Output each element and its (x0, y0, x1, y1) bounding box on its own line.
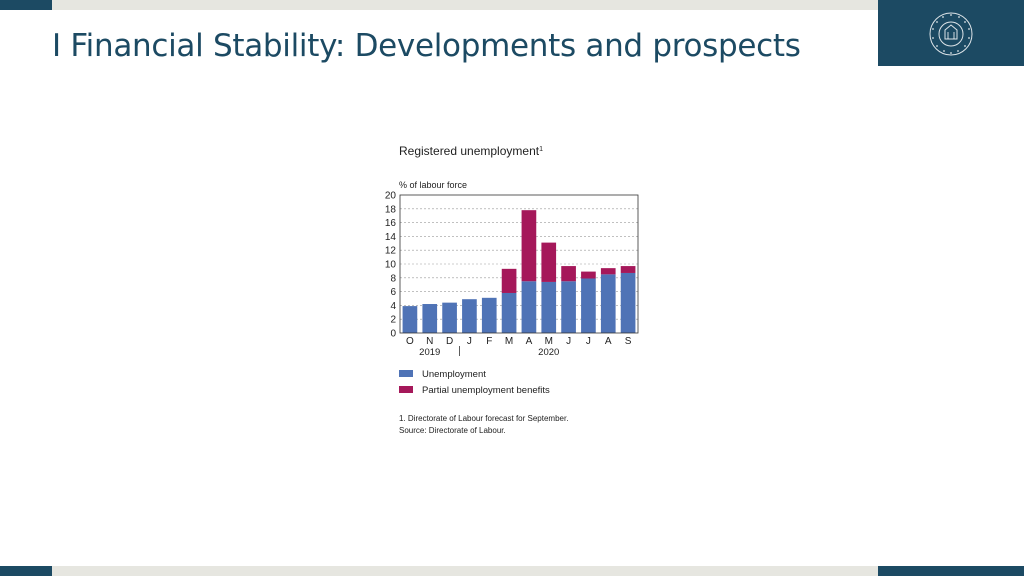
x-tick-label: J (586, 336, 591, 347)
bar-partial-benefits (541, 242, 557, 282)
bar-partial-benefits (620, 266, 636, 273)
bar-unemployment (521, 281, 537, 333)
y-tick-label: 16 (385, 218, 397, 229)
y-tick-label: 0 (390, 329, 396, 340)
bottom-strip (0, 566, 1024, 576)
bar-unemployment (501, 292, 517, 333)
x-tick-label: O (406, 336, 414, 347)
y-tick-label: 2 (390, 315, 396, 326)
logo-box (878, 0, 1024, 66)
x-tick-label: M (545, 336, 553, 347)
bar-partial-benefits (521, 210, 537, 282)
year-labels: 2019 2020 (419, 346, 559, 358)
y-tick-label: 10 (385, 260, 397, 271)
x-tick-label: F (486, 336, 492, 347)
bar-unemployment (600, 274, 616, 333)
bar-unemployment (442, 302, 457, 333)
top-strip (0, 0, 1024, 10)
x-tick-label: J (467, 336, 472, 347)
bottom-accent-left (0, 566, 52, 576)
bar-unemployment (541, 281, 557, 333)
seal-logo-icon (929, 12, 973, 56)
bottom-accent-right (878, 566, 1024, 576)
footnote: Source: Directorate of Labour. (399, 426, 506, 435)
x-tick-label: A (526, 336, 533, 347)
top-accent-left (0, 0, 52, 10)
legend: Unemployment Partial unemployment benefit… (399, 369, 550, 396)
x-tick-label: J (566, 336, 571, 347)
bar-unemployment (462, 299, 477, 333)
x-tick-label: D (446, 336, 453, 347)
x-tick-label: S (625, 336, 632, 347)
legend-label: Partial unemployment benefits (422, 385, 550, 396)
chart-title-footnote-mark: 1 (539, 146, 543, 153)
plot-frame (399, 194, 639, 334)
unemployment-chart: Registered unemployment1 % of labour for… (385, 144, 639, 435)
y-tick-labels: 0 2 4 6 8 10 12 14 16 18 20 (385, 191, 397, 340)
y-tick-label: 12 (385, 246, 397, 257)
y-tick-label: 4 (390, 301, 396, 312)
y-tick-label: 8 (390, 273, 396, 284)
bar-unemployment (481, 297, 497, 333)
slide-title: I Financial Stability: Developments and … (52, 28, 801, 64)
y-axis-label: % of labour force (399, 180, 467, 190)
x-tick-label: A (605, 336, 612, 347)
bar-unemployment (561, 281, 576, 333)
legend-swatch (399, 370, 413, 377)
footnote: 1. Directorate of Labour forecast for Se… (399, 414, 568, 423)
legend-label: Unemployment (422, 369, 486, 380)
bar-unemployment (402, 306, 418, 333)
bars (402, 210, 636, 333)
legend-swatch (399, 386, 413, 393)
y-tick-label: 14 (385, 232, 397, 243)
bar-partial-benefits (561, 266, 576, 282)
chart-title: Registered unemployment1 (399, 144, 543, 158)
footnotes: 1. Directorate of Labour forecast for Se… (399, 414, 568, 435)
x-tick-label: M (505, 336, 513, 347)
year-label: 2020 (538, 347, 559, 358)
y-tick-label: 18 (385, 204, 397, 215)
bar-partial-benefits (600, 268, 616, 275)
chart-title-text: Registered unemployment (399, 144, 540, 158)
bar-unemployment (581, 278, 596, 333)
y-tick-label: 20 (385, 191, 397, 202)
bar-unemployment (620, 272, 636, 333)
year-label: 2019 (419, 347, 440, 358)
bar-partial-benefits (501, 268, 517, 293)
bar-unemployment (422, 304, 438, 333)
y-tick-label: 6 (390, 287, 396, 298)
bar-partial-benefits (581, 271, 596, 279)
x-tick-label: N (426, 336, 433, 347)
axes (399, 194, 639, 334)
